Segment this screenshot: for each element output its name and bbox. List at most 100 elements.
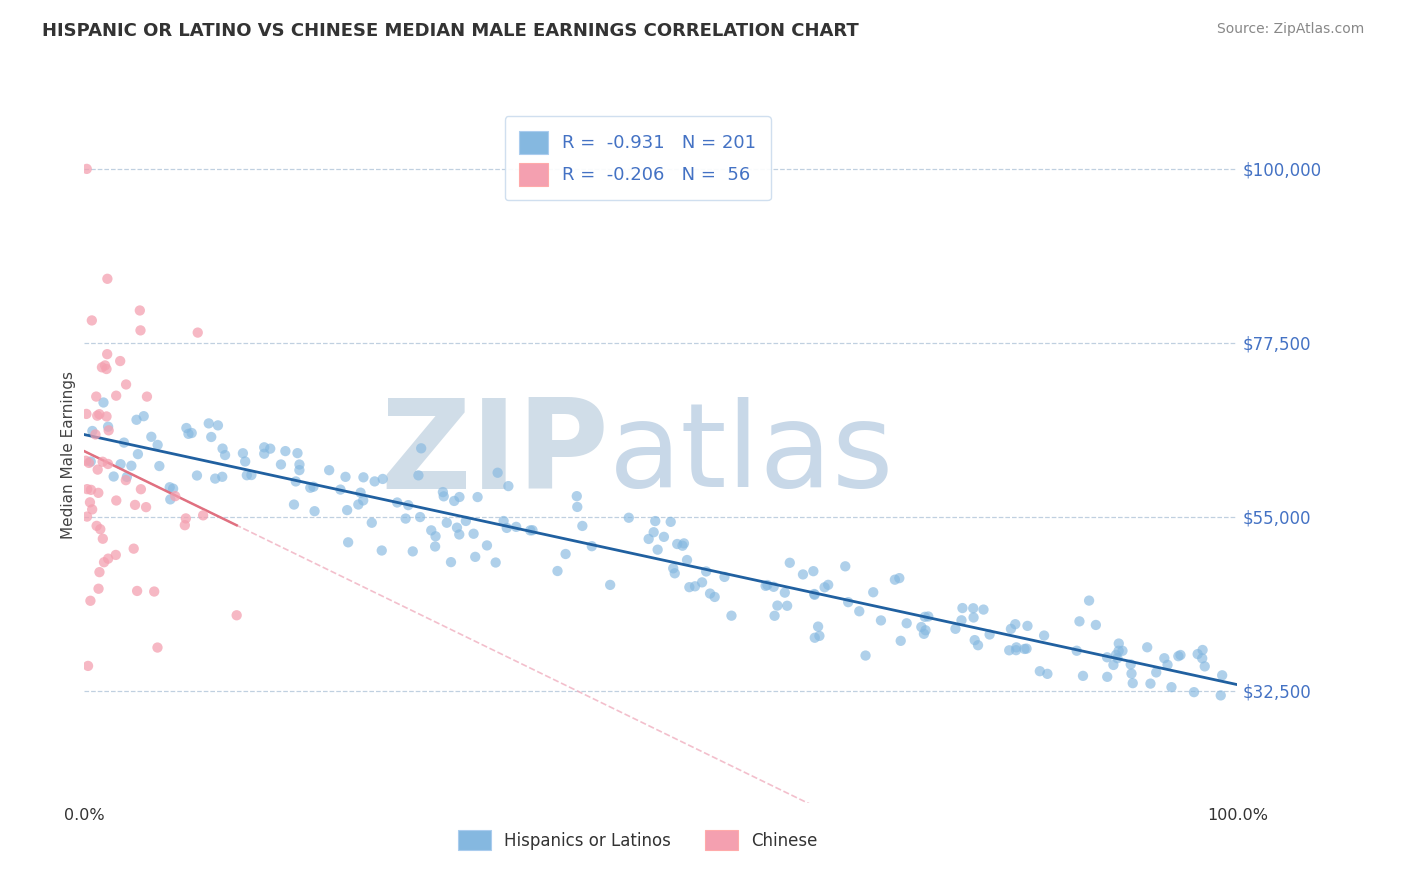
Point: [93, 395, 115, 409]
Point: [763, 608, 786, 623]
Point: [211, 442, 233, 456]
Text: ZIP: ZIP: [380, 394, 609, 516]
Point: [84, 427, 107, 442]
Point: [127, 583, 149, 598]
Point: [1187, 647, 1209, 661]
Point: [779, 556, 801, 570]
Point: [467, 490, 489, 504]
Y-axis label: Median Male Earnings: Median Male Earnings: [60, 371, 76, 539]
Point: [637, 532, 659, 546]
Point: [76, 482, 98, 496]
Point: [259, 442, 281, 456]
Point: [176, 421, 198, 435]
Point: [647, 542, 669, 557]
Point: [233, 454, 256, 468]
Point: [352, 493, 374, 508]
Point: [318, 463, 340, 477]
Point: [889, 571, 911, 585]
Point: [1108, 636, 1130, 650]
Point: [998, 643, 1021, 657]
Point: [360, 516, 382, 530]
Point: [80, 313, 103, 327]
Point: [792, 567, 814, 582]
Point: [211, 470, 233, 484]
Point: [963, 633, 986, 648]
Point: [1004, 617, 1026, 632]
Point: [1167, 649, 1189, 664]
Point: [652, 530, 675, 544]
Point: [1107, 651, 1129, 665]
Point: [93, 555, 115, 569]
Point: [80, 454, 103, 468]
Point: [443, 494, 465, 508]
Point: [97, 457, 120, 471]
Point: [713, 570, 735, 584]
Point: [159, 492, 181, 507]
Point: [912, 627, 935, 641]
Point: [146, 438, 169, 452]
Point: [122, 541, 145, 556]
Point: [76, 161, 98, 176]
Point: [567, 500, 589, 514]
Point: [599, 578, 621, 592]
Point: [89, 565, 111, 579]
Point: [105, 389, 128, 403]
Point: [672, 536, 695, 550]
Point: [187, 326, 209, 340]
Point: [463, 526, 485, 541]
Point: [433, 489, 456, 503]
Text: HISPANIC OR LATINO VS CHINESE MEDIAN MALE EARNINGS CORRELATION CHART: HISPANIC OR LATINO VS CHINESE MEDIAN MAL…: [42, 22, 859, 40]
Point: [103, 469, 125, 483]
Point: [683, 579, 706, 593]
Point: [505, 520, 527, 534]
Point: [191, 508, 214, 523]
Point: [1102, 657, 1125, 672]
Point: [402, 544, 425, 558]
Point: [1014, 642, 1036, 657]
Point: [862, 585, 884, 599]
Point: [232, 446, 254, 460]
Point: [519, 524, 541, 538]
Point: [77, 456, 100, 470]
Point: [180, 425, 202, 440]
Point: [79, 594, 101, 608]
Point: [1071, 669, 1094, 683]
Point: [87, 486, 110, 500]
Point: [75, 454, 97, 468]
Point: [1122, 676, 1144, 690]
Point: [409, 510, 432, 524]
Point: [1066, 644, 1088, 658]
Point: [449, 490, 471, 504]
Point: [304, 504, 326, 518]
Point: [124, 498, 146, 512]
Text: atlas: atlas: [609, 398, 894, 512]
Point: [105, 493, 128, 508]
Point: [125, 413, 148, 427]
Point: [972, 602, 994, 616]
Point: [855, 648, 877, 663]
Point: [695, 565, 717, 579]
Point: [436, 516, 458, 530]
Point: [96, 347, 118, 361]
Point: [1069, 615, 1091, 629]
Point: [97, 551, 120, 566]
Point: [423, 540, 446, 554]
Point: [776, 599, 799, 613]
Text: Source: ZipAtlas.com: Source: ZipAtlas.com: [1216, 22, 1364, 37]
Point: [177, 426, 200, 441]
Point: [870, 614, 893, 628]
Point: [945, 622, 967, 636]
Point: [425, 529, 447, 543]
Point: [883, 573, 905, 587]
Point: [690, 575, 713, 590]
Point: [1191, 643, 1213, 657]
Point: [396, 498, 419, 512]
Point: [200, 430, 222, 444]
Point: [917, 609, 939, 624]
Point: [1095, 650, 1118, 665]
Point: [120, 458, 142, 473]
Point: [420, 524, 443, 538]
Point: [454, 514, 477, 528]
Point: [432, 485, 454, 500]
Point: [104, 548, 127, 562]
